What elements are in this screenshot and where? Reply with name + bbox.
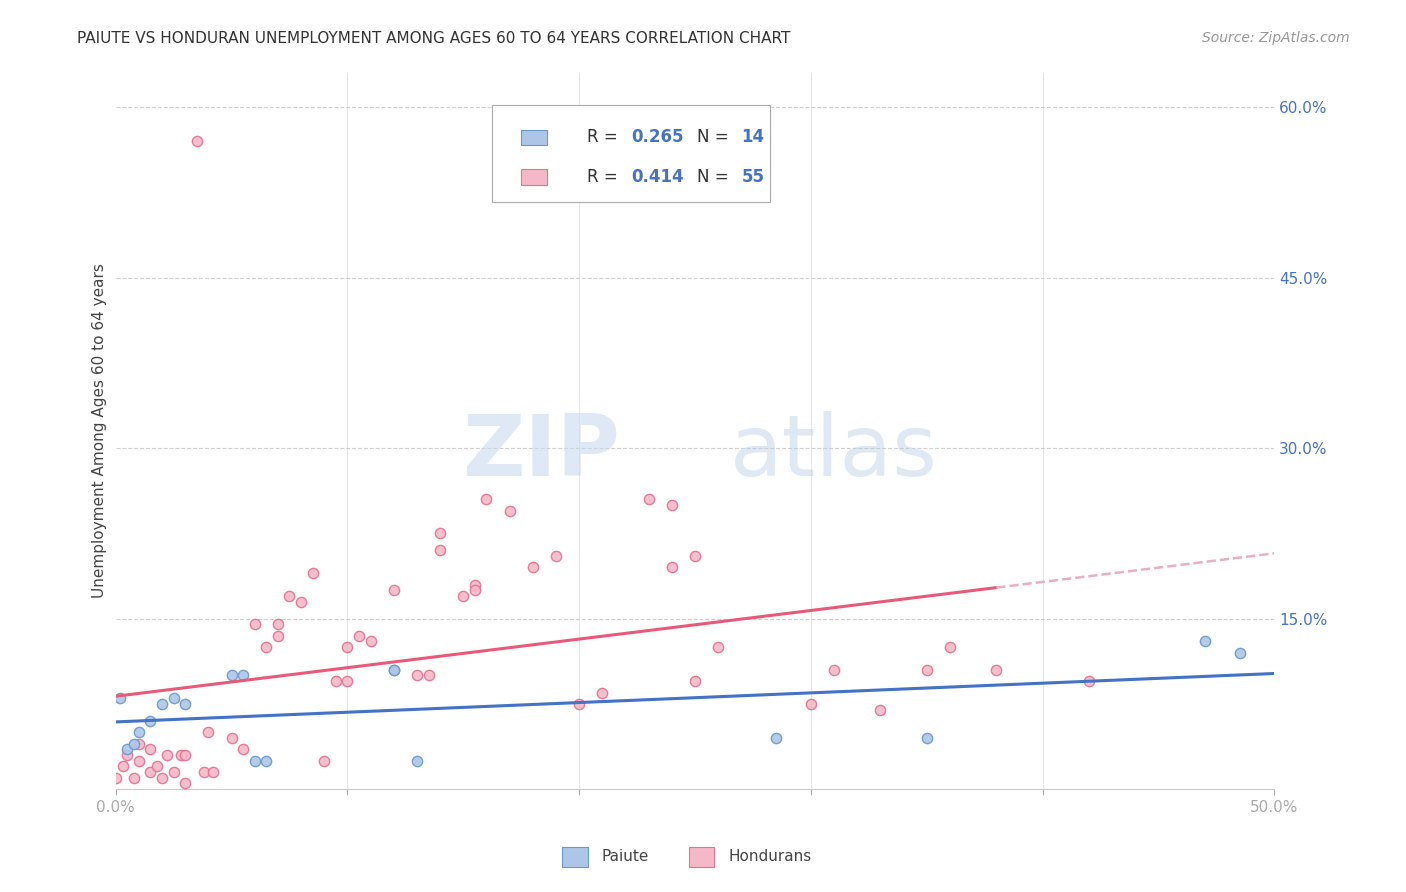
- Point: [544, 549, 567, 563]
- Point: [406, 754, 429, 768]
- Point: [683, 674, 706, 689]
- Point: [156, 747, 179, 762]
- Text: 55: 55: [741, 168, 765, 186]
- Point: [193, 765, 215, 780]
- Point: [661, 560, 683, 574]
- Point: [382, 663, 405, 677]
- Point: [232, 668, 254, 682]
- Point: [325, 674, 347, 689]
- Point: [823, 663, 845, 677]
- Point: [128, 754, 150, 768]
- Text: PAIUTE VS HONDURAN UNEMPLOYMENT AMONG AGES 60 TO 64 YEARS CORRELATION CHART: PAIUTE VS HONDURAN UNEMPLOYMENT AMONG AG…: [77, 31, 790, 46]
- Point: [139, 765, 162, 780]
- Point: [475, 492, 498, 507]
- Text: R =: R =: [588, 128, 623, 146]
- Point: [464, 583, 486, 598]
- Point: [939, 640, 962, 654]
- Text: Paiute: Paiute: [602, 849, 650, 863]
- Point: [117, 742, 139, 756]
- Point: [174, 697, 197, 711]
- Point: [347, 629, 370, 643]
- Point: [174, 747, 197, 762]
- Text: Hondurans: Hondurans: [728, 849, 811, 863]
- Point: [336, 674, 359, 689]
- Point: [243, 754, 266, 768]
- Bar: [522, 169, 547, 185]
- Point: [169, 747, 191, 762]
- Point: [122, 737, 145, 751]
- Point: [915, 731, 938, 745]
- Point: [382, 663, 405, 677]
- FancyBboxPatch shape: [492, 105, 770, 202]
- Point: [186, 134, 208, 148]
- Point: [243, 617, 266, 632]
- Point: [104, 771, 127, 785]
- Point: [139, 742, 162, 756]
- Point: [117, 747, 139, 762]
- Point: [707, 640, 730, 654]
- Point: [254, 754, 277, 768]
- Point: [150, 697, 173, 711]
- Point: [591, 685, 613, 699]
- Point: [267, 617, 290, 632]
- Point: [568, 697, 591, 711]
- Text: R =: R =: [588, 168, 623, 186]
- Point: [301, 566, 323, 581]
- Point: [451, 589, 474, 603]
- Point: [661, 498, 683, 512]
- Point: [429, 526, 451, 541]
- Point: [162, 765, 184, 780]
- Point: [382, 583, 405, 598]
- Point: [150, 771, 173, 785]
- Text: 0.414: 0.414: [631, 168, 683, 186]
- Point: [765, 731, 787, 745]
- Point: [111, 759, 134, 773]
- Point: [128, 737, 150, 751]
- Text: atlas: atlas: [730, 411, 938, 494]
- Point: [800, 697, 823, 711]
- Point: [637, 492, 659, 507]
- Point: [464, 577, 486, 591]
- Point: [1229, 646, 1251, 660]
- Point: [146, 759, 169, 773]
- Point: [1078, 674, 1101, 689]
- Bar: [522, 129, 547, 145]
- Point: [122, 771, 145, 785]
- Text: 14: 14: [741, 128, 765, 146]
- Point: [314, 754, 336, 768]
- Point: [278, 589, 301, 603]
- Point: [139, 714, 162, 728]
- Point: [429, 543, 451, 558]
- Point: [197, 725, 219, 739]
- Point: [683, 549, 706, 563]
- Point: [915, 663, 938, 677]
- Point: [128, 725, 150, 739]
- Point: [418, 668, 440, 682]
- Point: [174, 776, 197, 790]
- Point: [201, 765, 224, 780]
- Point: [221, 731, 243, 745]
- Y-axis label: Unemployment Among Ages 60 to 64 years: Unemployment Among Ages 60 to 64 years: [93, 264, 107, 599]
- Point: [986, 663, 1008, 677]
- Point: [290, 594, 312, 608]
- Text: N =: N =: [697, 128, 734, 146]
- Text: ZIP: ZIP: [463, 411, 620, 494]
- Point: [522, 560, 544, 574]
- Point: [221, 668, 243, 682]
- Text: N =: N =: [697, 168, 734, 186]
- Text: 0.265: 0.265: [631, 128, 683, 146]
- Point: [336, 640, 359, 654]
- Point: [406, 668, 429, 682]
- Point: [232, 742, 254, 756]
- Point: [360, 634, 382, 648]
- Point: [162, 691, 184, 706]
- Point: [1194, 634, 1216, 648]
- Point: [498, 503, 520, 517]
- Point: [869, 702, 891, 716]
- Point: [254, 640, 277, 654]
- Point: [267, 629, 290, 643]
- Point: [110, 691, 132, 706]
- Text: Source: ZipAtlas.com: Source: ZipAtlas.com: [1202, 31, 1350, 45]
